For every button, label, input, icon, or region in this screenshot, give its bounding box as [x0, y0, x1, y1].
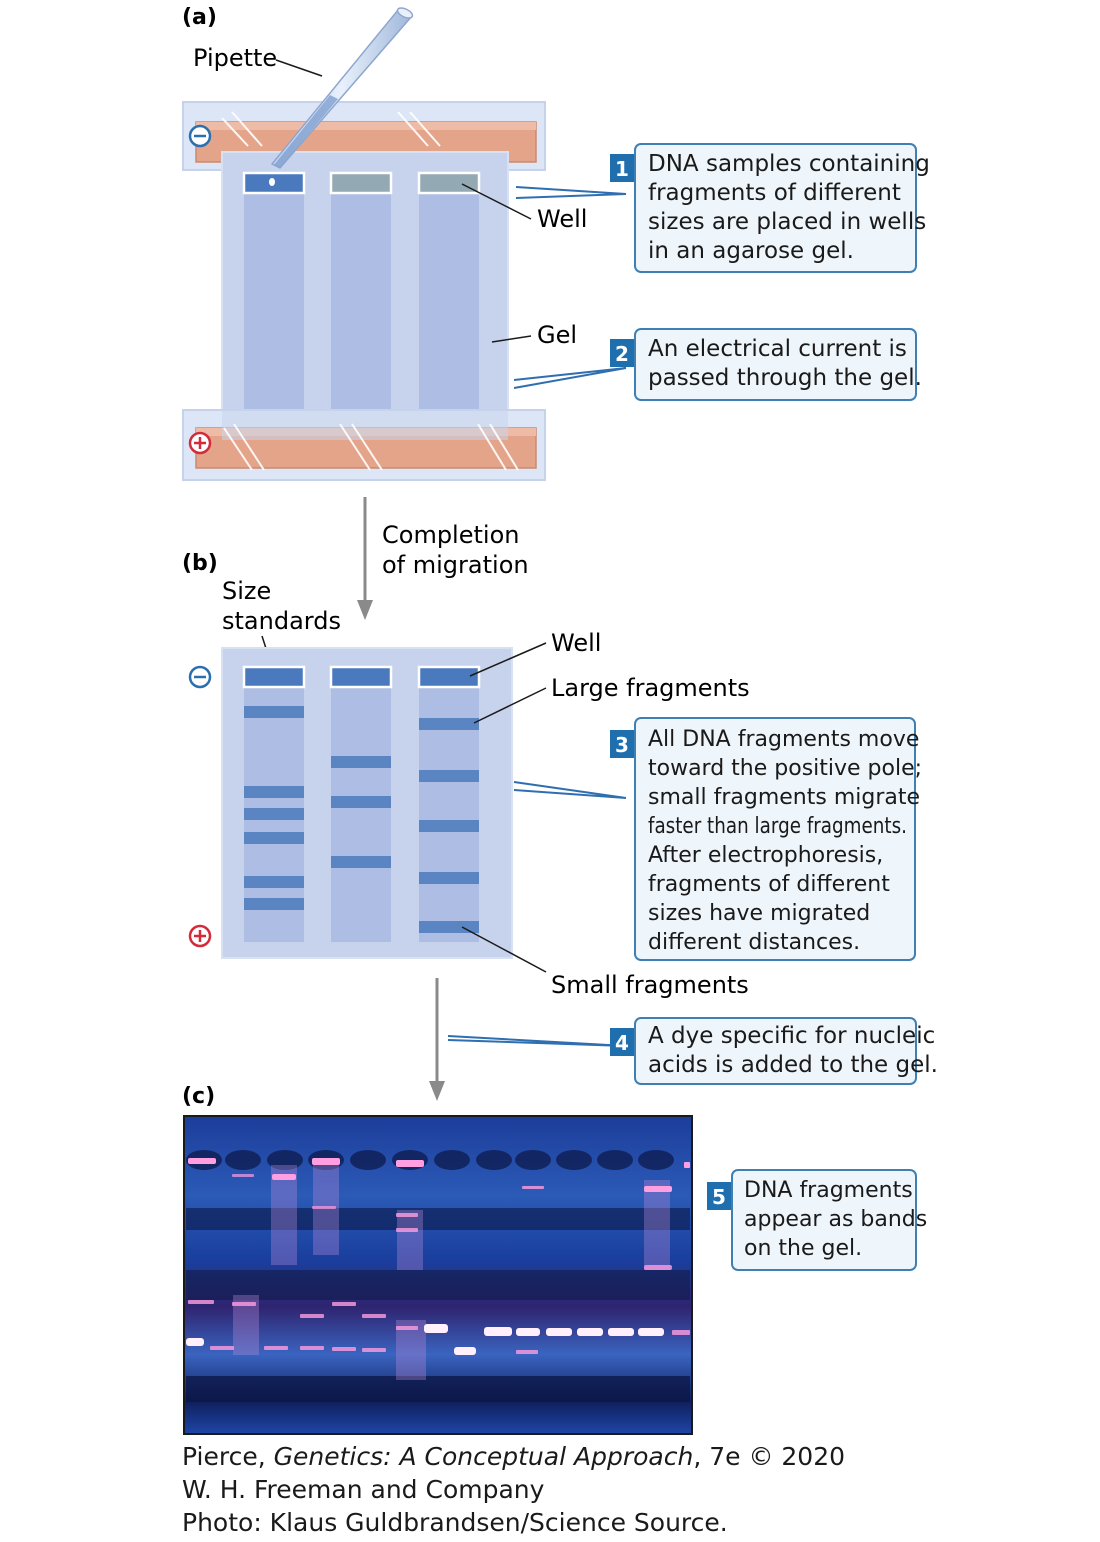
band: [419, 718, 479, 730]
band: [244, 876, 304, 888]
well-a-2: [329, 171, 393, 195]
caption-line-2: W. H. Freeman and Company: [182, 1475, 545, 1504]
well-b-3: [417, 665, 481, 689]
small-fragments-leader: [461, 926, 547, 973]
well-a-3: [417, 171, 481, 195]
arrow-b-to-c: [429, 978, 445, 1101]
well-b-2: [329, 665, 393, 689]
gel-slab-a: [221, 151, 509, 441]
step-1-callout: 1 DNA samples containing fragments of di…: [515, 143, 937, 273]
negative-pole-icon-b: [188, 665, 212, 689]
step-1-text: DNA samples containing fragments of diff…: [648, 151, 937, 264]
band: [419, 872, 479, 884]
band: [419, 820, 479, 832]
bottom-electrode-buffer: [182, 409, 546, 481]
well-label-a: Well: [537, 205, 587, 233]
large-fragments-leader: [473, 687, 547, 724]
well-leader-a: [461, 183, 532, 220]
band: [244, 786, 304, 798]
negative-pole-icon-a: [188, 124, 212, 148]
figure-caption: Pierce, Genetics: A Conceptual Approach,…: [182, 1440, 1062, 1539]
step-2-callout: 2 An electrical current is passed throug…: [513, 328, 922, 401]
size-standards-label: Size standards: [222, 577, 341, 635]
band: [419, 770, 479, 782]
panel-a-label: (a): [182, 5, 217, 30]
positive-pole-icon-b: [188, 924, 212, 948]
step-5-callout: 5 DNA fragments appear as bands on the g…: [707, 1169, 934, 1271]
panel-c-label: (c): [182, 1084, 215, 1109]
small-fragments-label: Small fragments: [551, 971, 749, 999]
step-3-text: All DNA fragments move toward the positi…: [648, 727, 929, 955]
step-2-text: An electrical current is passed through …: [648, 336, 922, 391]
pipette: [269, 7, 414, 186]
panel-b-label: (b): [182, 551, 218, 576]
caption-line-1: Pierce, Genetics: A Conceptual Approach,…: [182, 1442, 846, 1471]
gel-leader: [491, 335, 532, 343]
pipette-label: Pipette: [193, 44, 277, 72]
band: [244, 898, 304, 910]
completion-label: Completion of migration: [382, 521, 529, 579]
well-label-b: Well: [551, 629, 601, 657]
pipette-leader: [275, 59, 323, 77]
well-leader-b: [469, 642, 547, 677]
step-2-number: 2: [615, 342, 629, 366]
gel-photo: [183, 1115, 693, 1435]
step-5-number: 5: [712, 1185, 726, 1209]
band: [331, 796, 391, 808]
step-4-text: A dye specific for nucleic acids is adde…: [648, 1023, 943, 1078]
band: [244, 706, 304, 718]
step-3-number: 3: [615, 733, 629, 757]
gel-label: Gel: [537, 321, 577, 349]
lane-3-bands: [419, 718, 479, 933]
step-4-number: 4: [615, 1031, 629, 1055]
band: [244, 832, 304, 844]
well-b-1: [242, 665, 306, 689]
band: [331, 856, 391, 868]
band: [244, 808, 304, 820]
caption-line-3: Photo: Klaus Guldbrandsen/Science Source…: [182, 1508, 728, 1537]
book-title: Genetics: A Conceptual Approach: [273, 1442, 694, 1471]
glass-reflections: [221, 111, 519, 471]
band: [331, 756, 391, 768]
electrophoresis-figure: (a): [182, 5, 943, 1435]
step-5-text: DNA fragments appear as bands on the gel…: [744, 1178, 934, 1261]
arrow-a-to-b: [357, 497, 373, 620]
band: [419, 921, 479, 933]
step-4-callout: 4 A dye specific for nucleic acids is ad…: [447, 1017, 943, 1085]
lane-2-bands: [331, 756, 391, 868]
step-1-number: 1: [615, 157, 629, 181]
lane-1-bands: [244, 706, 304, 910]
large-fragments-label: Large fragments: [551, 674, 750, 702]
positive-pole-icon-a: [188, 431, 212, 455]
step-3-callout: 3 All DNA fragments move toward the posi…: [513, 717, 929, 961]
